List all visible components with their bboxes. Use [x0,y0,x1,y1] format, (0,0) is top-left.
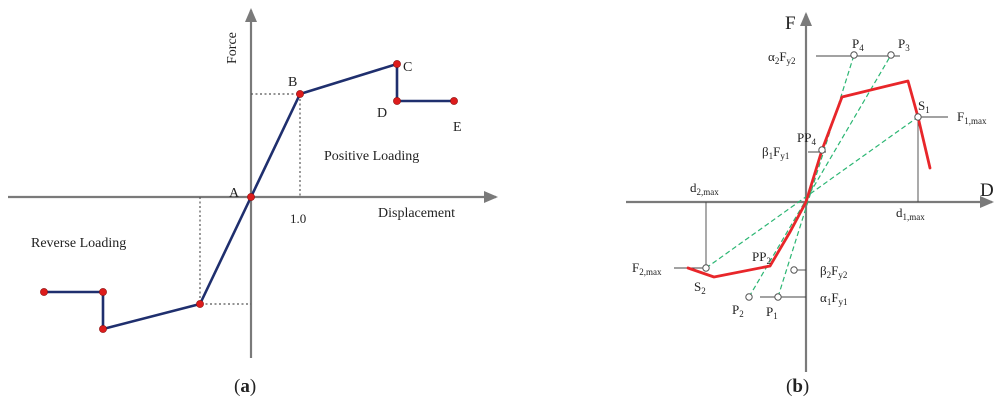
tick-label-1-0: 1.0 [290,211,306,226]
point-e-label: E [453,120,462,135]
point-p3-marker [887,51,895,59]
guide-line-s2-s1 [705,116,919,269]
point-c-label: C [403,60,412,75]
d-axis-label: D [980,180,994,201]
panel-b-backbone [686,79,932,279]
point-pp4-marker [818,146,826,154]
reverse-peak-marker [99,325,107,333]
point-s1-marker [914,113,922,121]
point-e-marker [450,97,458,105]
panel-a-caption: (a) [234,376,256,397]
panel-a-backbone-positive [249,62,454,198]
point-a-marker [247,193,255,201]
point-d-label: D [377,106,387,121]
caption-paren-open: ( [786,376,792,397]
label-s2: S2 [694,279,706,296]
point-s2-marker [702,264,710,272]
label-p3: P3 [898,36,910,53]
reverse-loading-label: Reverse Loading [31,236,126,251]
point-pp2-marker [790,266,798,274]
reverse-end-marker [40,288,48,296]
panel-a-yield-reference-negative [199,197,251,305]
displacement-axis-label: Displacement [378,206,455,221]
label-f1-max: F1,max [957,109,987,126]
caption-letter: b [792,376,803,397]
panel-a-yield-reference-positive [251,93,301,197]
caption-paren-close: ) [250,376,256,397]
label-p1: P1 [766,304,778,321]
point-a-label: A [229,186,240,201]
panel-a-backbone-negative [44,196,253,331]
panel-a: Force Displacement 1.0 Positive Loading … [8,8,498,397]
point-b-label: B [288,75,297,90]
force-axis-label: Force [225,32,240,64]
point-c-marker [393,60,401,68]
label-beta2-fy2: β2Fy2 [820,263,847,280]
caption-letter: a [240,376,250,397]
caption-paren-open: ( [234,376,240,397]
label-p2: P2 [732,302,744,319]
label-alpha2-fy2: α2Fy2 [768,49,796,66]
label-pp4: PP4 [797,130,816,147]
guide-line-p1-p4 [777,54,855,298]
label-s1: S1 [918,98,930,115]
point-b-marker [296,90,304,98]
point-p2-marker [745,293,753,301]
label-pp2: PP2 [752,249,771,266]
f-axis-label: F [785,13,796,34]
point-p1-marker [774,293,782,301]
label-d1-max: d1,max [896,205,925,222]
label-beta1-fy1: β1Fy1 [762,144,789,161]
label-f2-max: F2,max [632,260,662,277]
panel-b-caption: (b) [786,376,809,397]
panel-b: F D P4 P3 PP4 S1 PP2 S2 P2 P1 α2Fy2 β1Fy… [626,12,994,397]
label-alpha1-fy1: α1Fy1 [820,290,848,307]
positive-loading-label: Positive Loading [324,149,419,164]
reverse-drop-marker [99,288,107,296]
guide-line-p2-p3 [748,54,892,298]
point-p4-marker [850,51,858,59]
reverse-yield-marker [196,300,204,308]
caption-paren-close: ) [803,376,809,397]
label-p4: P4 [852,36,864,53]
point-d-marker [393,97,401,105]
label-d2-max: d2,max [690,180,719,197]
